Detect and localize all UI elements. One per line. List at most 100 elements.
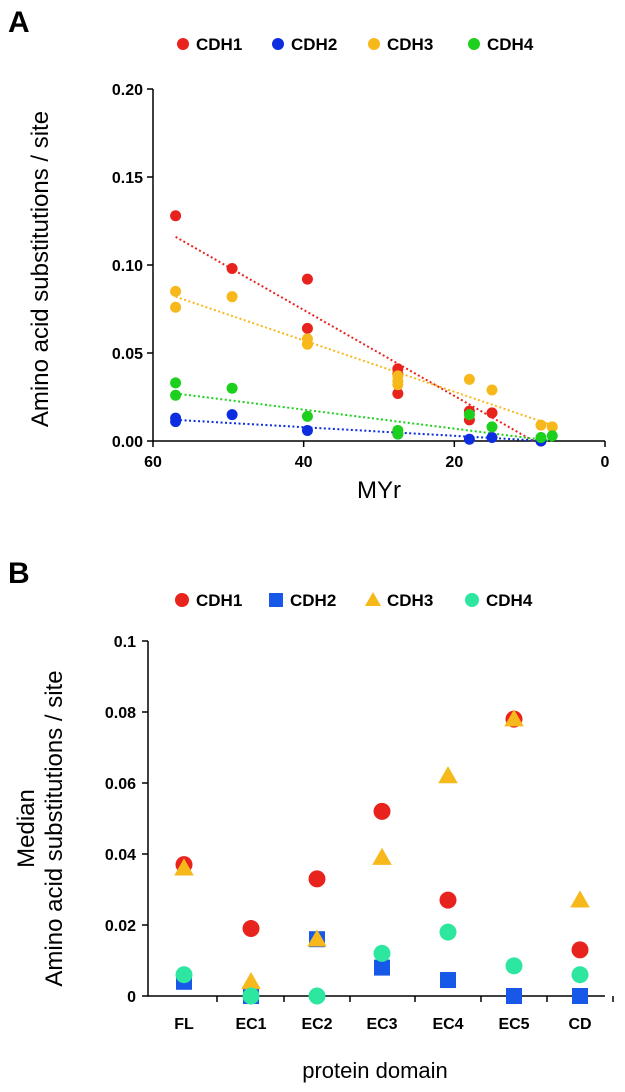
legend-marker-cdh2 bbox=[269, 593, 283, 607]
panel-b-legend: CDH1 CDH2 CDH3 CDH4 bbox=[175, 591, 533, 610]
panel-b-x-tick-label-fl: FL bbox=[174, 1016, 194, 1033]
panel-a-legend: CDH1 CDH2 CDH3 CDH4 bbox=[177, 35, 534, 54]
panel-a-label: A bbox=[8, 6, 30, 39]
point-cdh2-ec5 bbox=[506, 988, 522, 1004]
point-cdh4 bbox=[301, 410, 313, 422]
point-cdh4-ec2 bbox=[308, 987, 326, 1005]
panel-b-x-tick-label-ec3: EC3 bbox=[366, 1016, 397, 1033]
panel-b-y-tick-label: 0.1 bbox=[114, 634, 136, 651]
panel-a-y-tick-label: 0.00 bbox=[112, 434, 143, 451]
point-cdh4-ec1 bbox=[242, 987, 260, 1005]
point-cdh4 bbox=[463, 409, 475, 421]
panel-b-y-tick-label: 0.04 bbox=[105, 847, 136, 864]
panel-a-axis-lines bbox=[152, 89, 605, 442]
point-cdh1 bbox=[301, 273, 313, 285]
point-cdh3-ec1 bbox=[241, 972, 261, 990]
point-cdh3-ec5 bbox=[504, 709, 524, 727]
panel-a-points bbox=[170, 210, 558, 447]
panel-b-axes: 0 0.02 0.04 0.06 0.08 0.1 FL EC1 EC2 EC3 EC4 EC5 CD bbox=[105, 634, 614, 1033]
point-cdh3-ec3 bbox=[372, 847, 392, 865]
point-cdh3 bbox=[170, 285, 182, 297]
point-cdh4 bbox=[486, 421, 498, 433]
point-cdh4 bbox=[226, 382, 238, 394]
point-cdh3 bbox=[463, 373, 475, 385]
legend-label-cdh1: CDH1 bbox=[196, 35, 242, 54]
panel-b-x-tick-label-ec5: EC5 bbox=[498, 1016, 529, 1033]
panel-a-y-tick-label: 0.10 bbox=[112, 258, 143, 275]
point-cdh4-fl bbox=[175, 966, 193, 984]
point-cdh1-ec3 bbox=[373, 802, 391, 820]
panel-b-x-tick-label-ec2: EC2 bbox=[301, 1016, 332, 1033]
legend-marker-cdh3 bbox=[368, 38, 380, 50]
panel-b-x-tick-label-ec4: EC4 bbox=[432, 1016, 463, 1033]
point-cdh3 bbox=[301, 338, 313, 350]
legend-label-cdh2: CDH2 bbox=[290, 591, 336, 610]
panel-a-y-tick-label: 0.15 bbox=[112, 170, 143, 187]
panel-b-y-tick-label: 0.02 bbox=[105, 918, 136, 935]
panel-b-y-tick-label: 0.06 bbox=[105, 776, 136, 793]
point-cdh4-ec4 bbox=[439, 923, 457, 941]
point-cdh2 bbox=[170, 416, 182, 428]
panel-a-y-tick-label: 0.20 bbox=[112, 82, 143, 99]
point-cdh1 bbox=[301, 322, 313, 334]
legend-label-cdh4: CDH4 bbox=[486, 591, 533, 610]
point-cdh2-cd bbox=[572, 988, 588, 1004]
point-cdh3 bbox=[392, 379, 404, 391]
panel-a-axes: 0.00 0.05 0.10 0.15 0.20 60 40 20 0 bbox=[112, 82, 610, 471]
panel-b-x-tick-label-ec1: EC1 bbox=[235, 1016, 266, 1033]
point-cdh2 bbox=[486, 431, 498, 443]
point-cdh2 bbox=[226, 409, 238, 421]
legend-marker-cdh4 bbox=[468, 38, 480, 50]
point-cdh4 bbox=[170, 389, 182, 401]
point-cdh4 bbox=[170, 377, 182, 389]
point-cdh3 bbox=[226, 291, 238, 303]
legend-label-cdh2: CDH2 bbox=[291, 35, 337, 54]
point-cdh3 bbox=[486, 384, 498, 396]
point-cdh1-ec1 bbox=[242, 920, 260, 938]
point-cdh4 bbox=[546, 430, 558, 442]
point-cdh2 bbox=[301, 424, 313, 436]
point-cdh1 bbox=[170, 210, 182, 222]
legend-marker-cdh3 bbox=[364, 591, 382, 607]
legend-label-cdh4: CDH4 bbox=[487, 35, 534, 54]
point-cdh1 bbox=[392, 387, 404, 399]
point-cdh3-ec2 bbox=[307, 929, 327, 947]
point-cdh1 bbox=[486, 407, 498, 419]
point-cdh3 bbox=[535, 419, 547, 431]
panel-b-points bbox=[174, 709, 590, 1005]
point-cdh1-ec4 bbox=[439, 891, 457, 909]
legend-label-cdh3: CDH3 bbox=[387, 35, 433, 54]
panel-b-label: B bbox=[8, 557, 30, 590]
panel-a: A CDH1 CDH2 CDH3 CDH4 0.00 0.05 0.10 0.15 0.20 6… bbox=[8, 6, 610, 504]
panel-a-x-axis-title: MYr bbox=[357, 477, 401, 504]
panel-b-x-tick-label-cd: CD bbox=[568, 1016, 591, 1033]
point-cdh3-fl bbox=[174, 858, 194, 876]
panel-b-y-axis-title-line1: Median bbox=[13, 789, 40, 868]
point-cdh4-cd bbox=[571, 966, 589, 984]
point-cdh2 bbox=[463, 433, 475, 445]
point-cdh2-ec3 bbox=[374, 959, 390, 976]
legend-label-cdh1: CDH1 bbox=[196, 591, 242, 610]
panel-a-x-tick-label: 0 bbox=[601, 454, 610, 471]
point-cdh3 bbox=[546, 421, 558, 433]
legend-marker-cdh4 bbox=[465, 593, 479, 607]
point-cdh1-cd bbox=[571, 941, 589, 959]
panel-b-y-tick-label: 0 bbox=[127, 989, 136, 1006]
panel-a-x-tick-label: 40 bbox=[295, 454, 313, 471]
trendline-cdh3 bbox=[175, 295, 553, 427]
point-cdh3-ec4 bbox=[438, 766, 458, 784]
point-cdh1 bbox=[226, 263, 238, 275]
legend-label-cdh3: CDH3 bbox=[387, 591, 433, 610]
point-cdh1-ec2 bbox=[308, 870, 326, 888]
legend-marker-cdh2 bbox=[272, 38, 284, 50]
trendline-cdh2 bbox=[175, 418, 545, 442]
panel-b-axis-lines bbox=[147, 641, 605, 997]
legend-marker-cdh1 bbox=[177, 38, 189, 50]
panel-a-x-tick-label: 60 bbox=[144, 454, 162, 471]
legend-marker-cdh1 bbox=[175, 593, 189, 607]
panel-b: B CDH1 CDH2 CDH3 CDH4 0 0.02 0.04 0.06 0.08 0.1 F… bbox=[8, 557, 614, 1083]
point-cdh3 bbox=[170, 301, 182, 313]
panel-b-x-axis-title: protein domain bbox=[302, 1058, 448, 1083]
point-cdh4-ec3 bbox=[373, 944, 391, 962]
